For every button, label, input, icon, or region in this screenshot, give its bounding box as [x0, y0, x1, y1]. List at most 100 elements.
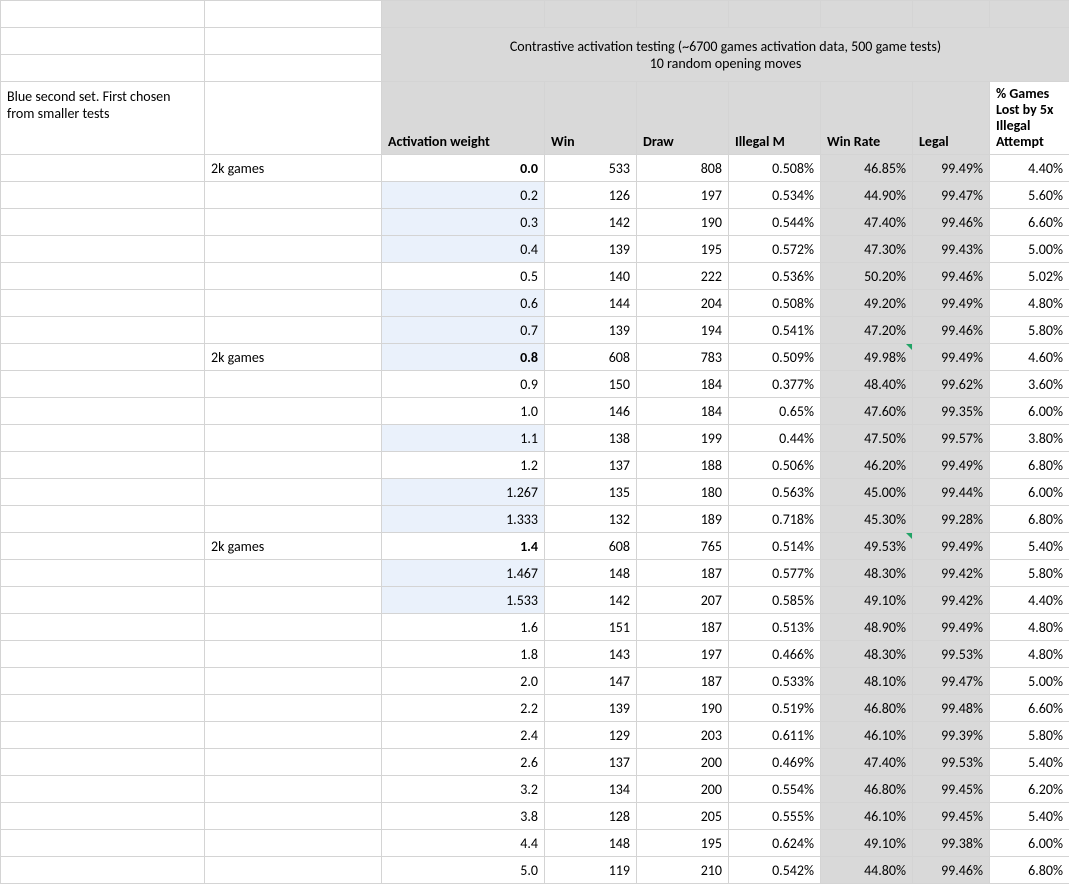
cell-label[interactable] — [205, 398, 382, 425]
cell-label[interactable] — [205, 641, 382, 668]
cell-activation-weight[interactable]: 1.4 — [382, 533, 545, 560]
cell-lost[interactable]: 6.80% — [990, 506, 1069, 533]
cell-draw[interactable]: 199 — [637, 425, 729, 452]
cell-legal[interactable]: 99.46% — [913, 857, 990, 884]
cell-legal[interactable]: 99.45% — [913, 776, 990, 803]
cell-win-rate[interactable]: 47.30% — [821, 236, 913, 263]
cell-win-rate[interactable]: 48.30% — [821, 560, 913, 587]
cell-draw[interactable]: 205 — [637, 803, 729, 830]
cell-lost[interactable]: 5.80% — [990, 317, 1069, 344]
cell-win[interactable]: 144 — [545, 290, 637, 317]
cell-legal[interactable]: 99.47% — [913, 182, 990, 209]
cell-draw[interactable]: 200 — [637, 749, 729, 776]
cell-draw[interactable]: 200 — [637, 776, 729, 803]
cell-legal[interactable]: 99.46% — [913, 263, 990, 290]
cell-legal[interactable]: 99.45% — [913, 803, 990, 830]
cell-win[interactable]: 129 — [545, 722, 637, 749]
cell-label[interactable] — [205, 425, 382, 452]
cell-activation-weight[interactable]: 1.1 — [382, 425, 545, 452]
cell-activation-weight[interactable]: 0.9 — [382, 371, 545, 398]
cell[interactable] — [1, 749, 205, 776]
cell[interactable] — [1, 695, 205, 722]
cell-draw[interactable]: 194 — [637, 317, 729, 344]
cell-label[interactable] — [205, 803, 382, 830]
cell[interactable] — [1, 290, 205, 317]
cell-lost[interactable]: 5.60% — [990, 182, 1069, 209]
cell[interactable] — [205, 28, 382, 55]
cell[interactable] — [990, 1, 1069, 28]
cell-draw[interactable]: 207 — [637, 587, 729, 614]
cell-legal[interactable]: 99.48% — [913, 695, 990, 722]
cell-draw[interactable]: 180 — [637, 479, 729, 506]
cell-activation-weight[interactable]: 1.533 — [382, 587, 545, 614]
cell-win-rate[interactable]: 49.98% — [821, 344, 913, 371]
cell-activation-weight[interactable]: 0.4 — [382, 236, 545, 263]
cell-lost[interactable]: 5.02% — [990, 263, 1069, 290]
cell-draw[interactable]: 184 — [637, 371, 729, 398]
cell-legal[interactable]: 99.49% — [913, 155, 990, 182]
cell-win[interactable]: 139 — [545, 317, 637, 344]
cell-illegal[interactable]: 0.544% — [729, 209, 821, 236]
cell-label[interactable] — [205, 560, 382, 587]
cell-activation-weight[interactable]: 0.3 — [382, 209, 545, 236]
cell-win-rate[interactable]: 49.10% — [821, 830, 913, 857]
cell-lost[interactable]: 5.40% — [990, 749, 1069, 776]
cell[interactable] — [913, 1, 990, 28]
cell-draw[interactable]: 190 — [637, 695, 729, 722]
cell-legal[interactable]: 99.46% — [913, 317, 990, 344]
cell-draw[interactable]: 808 — [637, 155, 729, 182]
cell-label[interactable]: 2k games — [205, 344, 382, 371]
cell-lost[interactable]: 4.40% — [990, 587, 1069, 614]
cell[interactable] — [205, 55, 382, 82]
cell-lost[interactable]: 5.80% — [990, 722, 1069, 749]
cell-illegal[interactable]: 0.44% — [729, 425, 821, 452]
col-header-legal[interactable]: Legal — [913, 82, 990, 155]
cell-win-rate[interactable]: 46.10% — [821, 722, 913, 749]
cell[interactable] — [1, 236, 205, 263]
cell-win[interactable]: 137 — [545, 749, 637, 776]
cell-win[interactable]: 148 — [545, 560, 637, 587]
cell[interactable] — [1, 641, 205, 668]
cell-win-rate[interactable]: 46.10% — [821, 803, 913, 830]
cell-win-rate[interactable]: 49.53% — [821, 533, 913, 560]
cell[interactable] — [382, 1, 545, 28]
cell[interactable] — [1, 317, 205, 344]
cell-illegal[interactable]: 0.572% — [729, 236, 821, 263]
cell-activation-weight[interactable]: 3.8 — [382, 803, 545, 830]
cell-activation-weight[interactable]: 2.2 — [382, 695, 545, 722]
cell-illegal[interactable]: 0.506% — [729, 452, 821, 479]
cell-win-rate[interactable]: 46.20% — [821, 452, 913, 479]
cell-draw[interactable]: 222 — [637, 263, 729, 290]
col-header-lost[interactable]: % Games Lost by 5x Illegal Attempt — [990, 82, 1069, 155]
cell-win-rate[interactable]: 49.10% — [821, 587, 913, 614]
cell-illegal[interactable]: 0.554% — [729, 776, 821, 803]
cell[interactable] — [1, 182, 205, 209]
cell-win[interactable]: 533 — [545, 155, 637, 182]
cell[interactable] — [1, 722, 205, 749]
cell-win[interactable]: 140 — [545, 263, 637, 290]
cell-activation-weight[interactable]: 1.8 — [382, 641, 545, 668]
cell-label[interactable] — [205, 209, 382, 236]
col-header-illegal[interactable]: Illegal M — [729, 82, 821, 155]
cell-legal[interactable]: 99.46% — [913, 209, 990, 236]
cell-illegal[interactable]: 0.585% — [729, 587, 821, 614]
cell-win[interactable]: 132 — [545, 506, 637, 533]
cell-legal[interactable]: 99.57% — [913, 425, 990, 452]
cell-label[interactable] — [205, 749, 382, 776]
cell-label[interactable] — [205, 776, 382, 803]
col-header-draw[interactable]: Draw — [637, 82, 729, 155]
cell-label[interactable] — [205, 317, 382, 344]
cell-win-rate[interactable]: 45.30% — [821, 506, 913, 533]
cell[interactable] — [821, 1, 913, 28]
cell[interactable] — [1, 452, 205, 479]
cell-label[interactable] — [205, 506, 382, 533]
cell-legal[interactable]: 99.53% — [913, 749, 990, 776]
cell-win-rate[interactable]: 49.20% — [821, 290, 913, 317]
cell-win-rate[interactable]: 48.90% — [821, 614, 913, 641]
cell-activation-weight[interactable]: 0.6 — [382, 290, 545, 317]
cell-illegal[interactable]: 0.718% — [729, 506, 821, 533]
cell[interactable] — [205, 1, 382, 28]
cell-label[interactable] — [205, 182, 382, 209]
cell-illegal[interactable]: 0.536% — [729, 263, 821, 290]
cell-win[interactable]: 147 — [545, 668, 637, 695]
